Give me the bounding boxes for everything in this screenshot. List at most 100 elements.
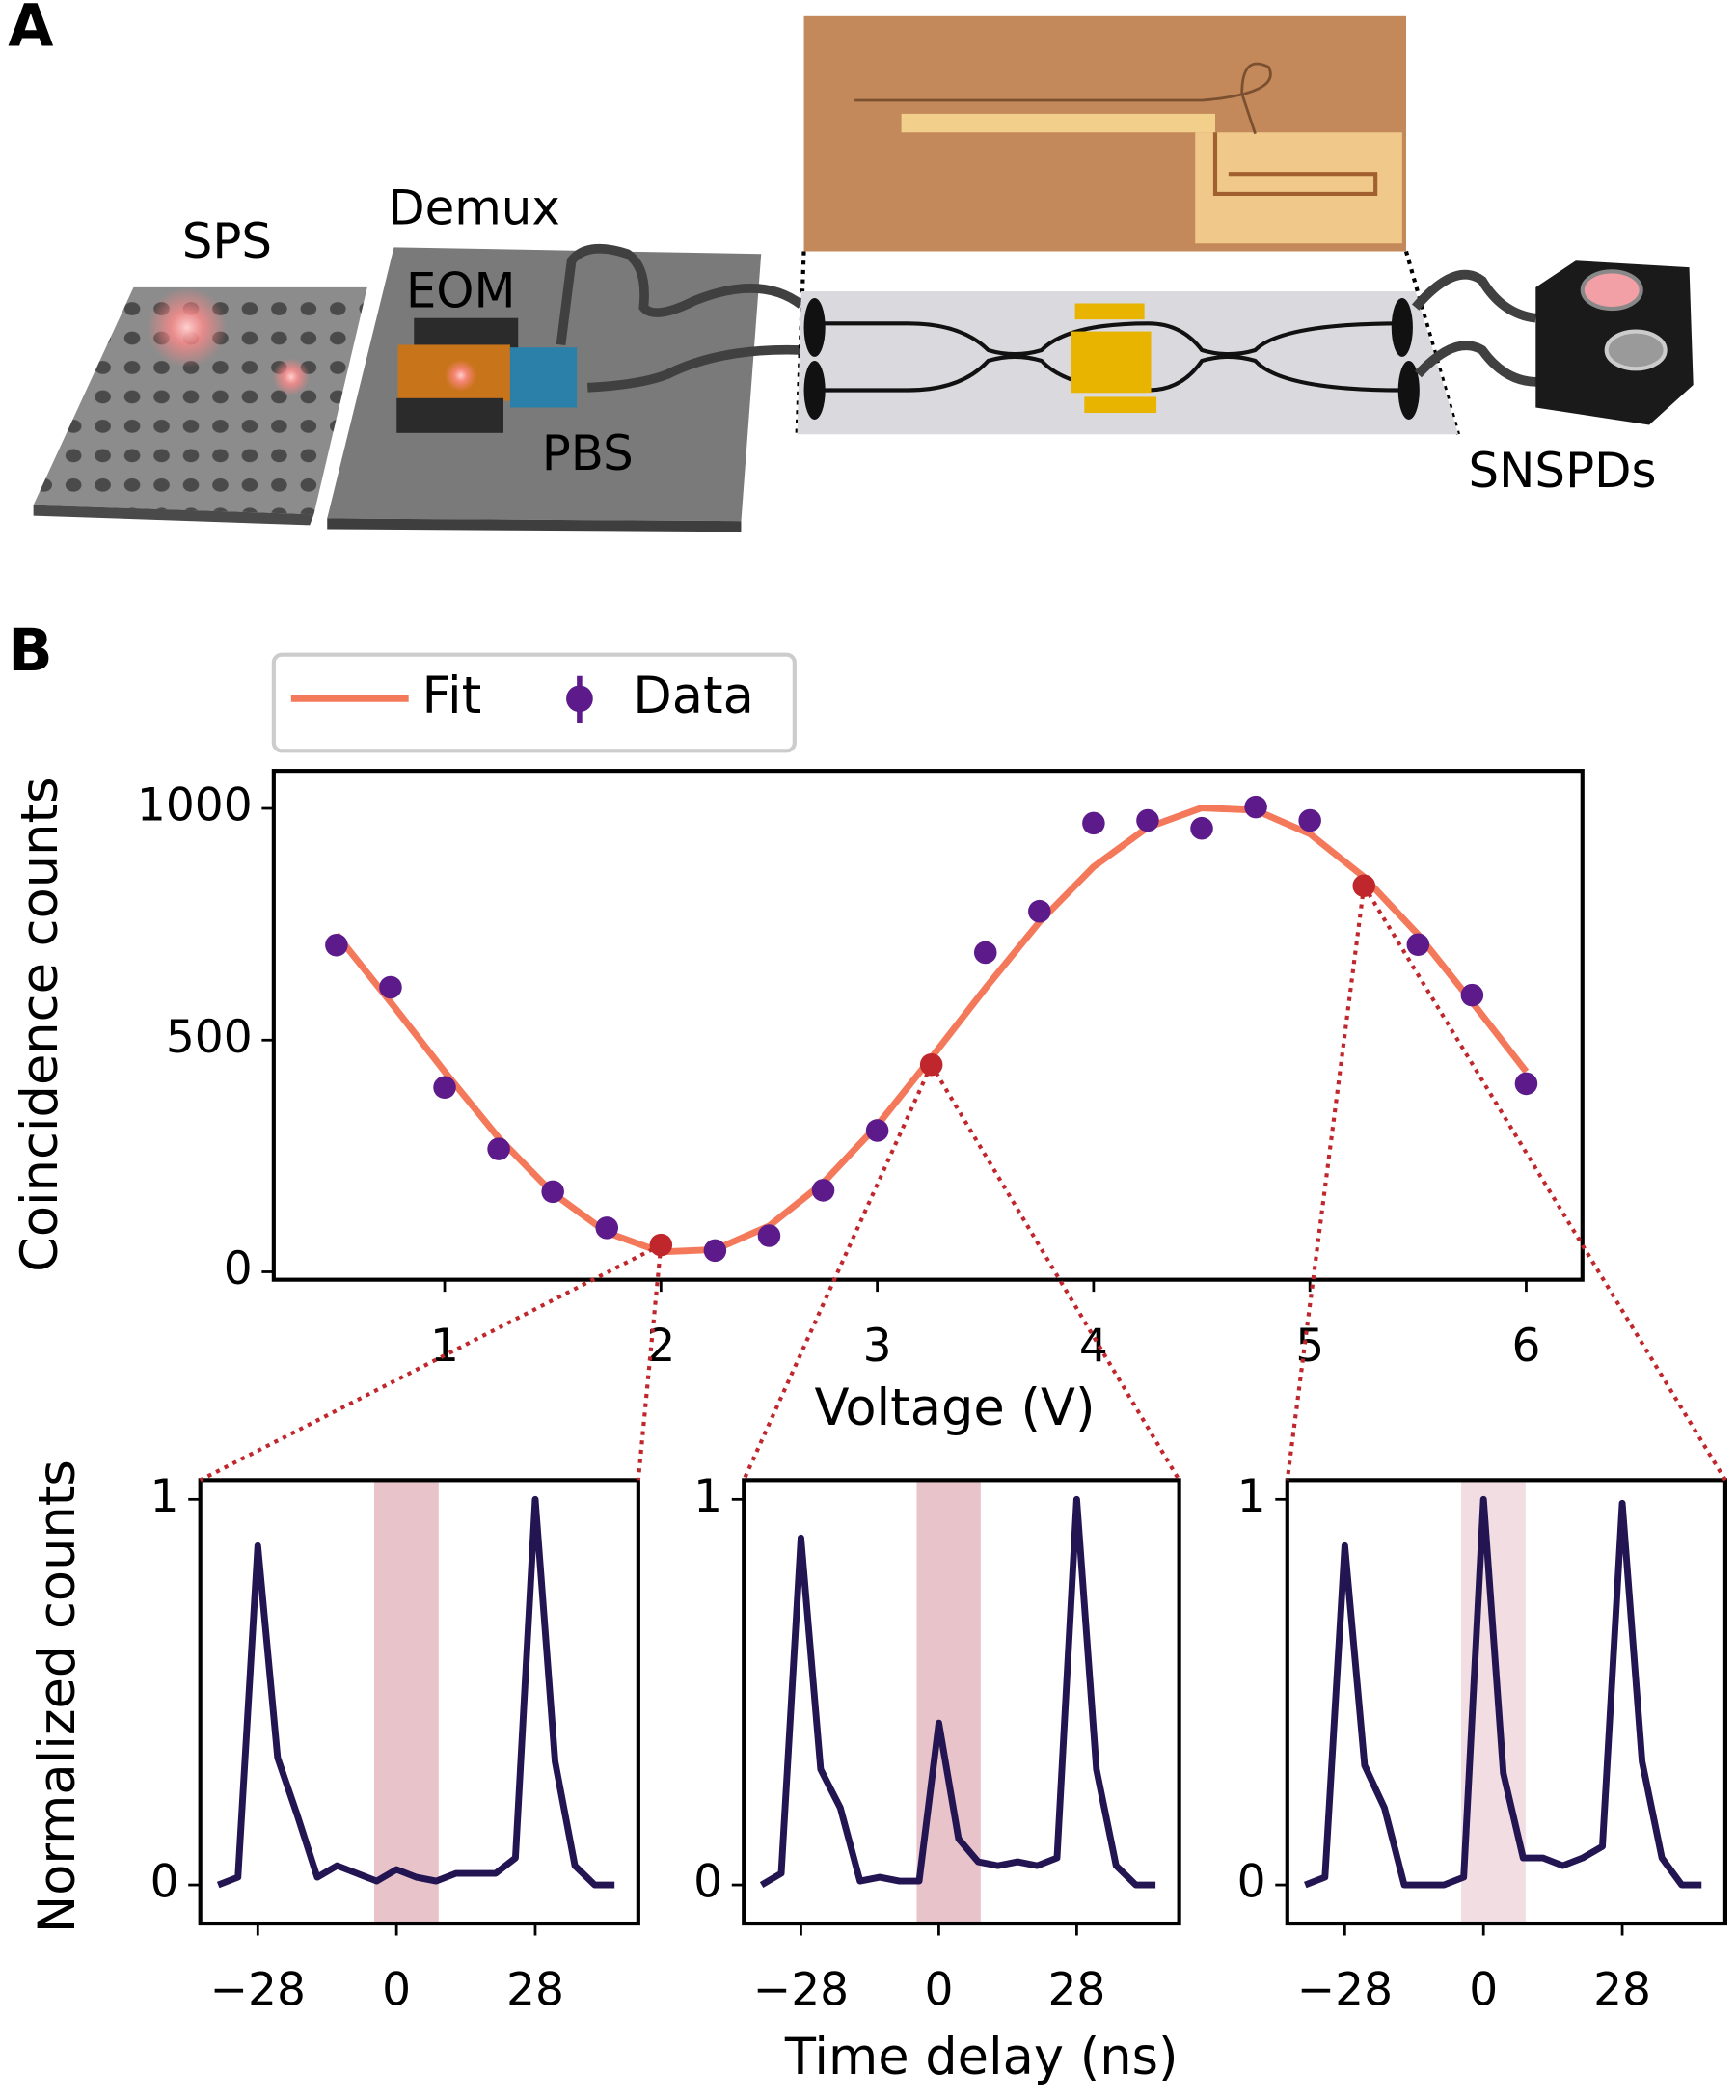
y-tick-label: 0 — [150, 1856, 179, 1909]
y-tick-label: 0 — [693, 1856, 722, 1909]
trace — [759, 1495, 1156, 1889]
y-tick-label: 0 — [224, 1242, 253, 1295]
detector-window — [1580, 269, 1643, 312]
legend-swatch — [566, 685, 593, 713]
demux-edge — [327, 518, 742, 532]
x-tick-label: −28 — [210, 1964, 306, 2017]
connector — [1362, 885, 1727, 1482]
beam-glow — [272, 358, 311, 396]
data-point — [595, 1216, 619, 1240]
legend-label: Data — [633, 667, 754, 725]
x-tick-label: 28 — [506, 1964, 564, 2017]
coupler — [803, 361, 826, 420]
data-point — [1406, 933, 1430, 957]
data-point — [1460, 983, 1484, 1007]
illustration-label: PBS — [542, 425, 634, 481]
data-point — [1298, 808, 1321, 832]
micrograph-electrode — [901, 113, 1215, 133]
zoom-line — [1404, 250, 1460, 435]
legend-label: Fit — [422, 667, 482, 725]
connector — [636, 1244, 664, 1481]
data-point — [1082, 811, 1105, 835]
data-point — [379, 975, 402, 999]
data-point — [865, 1119, 889, 1142]
connector — [929, 1063, 1181, 1482]
y-tick-label: 1 — [150, 1470, 179, 1523]
x-tick-label: 0 — [924, 1964, 953, 2017]
electrode — [1084, 396, 1157, 414]
electrode — [1074, 303, 1145, 320]
x-tick-label: 0 — [382, 1964, 411, 2017]
data-point — [973, 941, 997, 965]
x-axis-label: Time delay (ns) — [784, 2028, 1179, 2086]
data-point — [703, 1239, 727, 1263]
coupler — [1397, 361, 1420, 420]
micrograph-pad — [1195, 132, 1402, 244]
photonic-crystal — [33, 286, 367, 515]
y-tick-label: 0 — [1237, 1856, 1266, 1909]
y-tick-label: 500 — [166, 1011, 253, 1064]
detector-window — [1604, 329, 1668, 371]
panel-label: A — [8, 0, 53, 60]
eom-plate — [396, 397, 503, 433]
data-point — [325, 933, 348, 957]
coupler — [803, 297, 826, 357]
y-axis-label: Coincidence counts — [11, 777, 69, 1271]
electrode — [1071, 331, 1152, 394]
illustration-label: EOM — [406, 262, 516, 318]
y-tick-label: 1 — [1237, 1470, 1266, 1523]
x-tick-label: 4 — [1079, 1320, 1108, 1373]
data-point — [487, 1137, 510, 1160]
coupler — [1391, 297, 1413, 357]
axes-frame — [1285, 1478, 1727, 1926]
beam-glow — [445, 359, 477, 392]
trace — [216, 1495, 615, 1889]
x-tick-label: 3 — [863, 1320, 892, 1373]
shaded-window — [374, 1480, 439, 1924]
x-tick-label: 2 — [646, 1320, 675, 1373]
data-point — [541, 1180, 564, 1204]
illustration — [33, 15, 1694, 532]
fiber — [1414, 341, 1550, 387]
legend-box — [271, 652, 797, 753]
waveguide — [817, 321, 1402, 357]
fiber — [586, 344, 801, 393]
connector — [1285, 886, 1367, 1481]
fiber — [1412, 269, 1537, 323]
data-point — [433, 1076, 456, 1100]
illustration-label: SNSPDs — [1469, 443, 1657, 499]
y-tick-label: 1000 — [137, 779, 253, 832]
x-tick-label: 0 — [1469, 1964, 1498, 2017]
trace — [1304, 1495, 1702, 1889]
axes-frame — [198, 1478, 640, 1926]
emitter-glow — [147, 286, 228, 368]
micrograph-waveguide — [854, 62, 1272, 135]
illustration-label: Demux — [388, 179, 560, 235]
pbs — [509, 347, 578, 408]
data-point — [811, 1179, 835, 1202]
data-point — [1028, 899, 1051, 923]
fiber — [556, 243, 804, 346]
connector — [199, 1242, 663, 1483]
x-tick-label: 5 — [1295, 1320, 1324, 1373]
data-point — [1136, 808, 1159, 832]
micrograph-electrode — [1212, 132, 1378, 197]
x-tick-label: 28 — [1593, 1964, 1651, 2017]
x-tick-label: 6 — [1511, 1320, 1540, 1373]
data-point — [1190, 816, 1213, 840]
illustration-label: SPS — [182, 213, 272, 269]
y-axis-label: Normalized counts — [28, 1459, 87, 1933]
axes-frame — [271, 769, 1585, 1282]
sps-edge — [33, 505, 314, 526]
data-point — [757, 1224, 781, 1247]
x-tick-label: −28 — [753, 1964, 849, 2017]
x-tick-label: 1 — [430, 1320, 459, 1373]
x-tick-label: 28 — [1047, 1964, 1105, 2017]
y-tick-label: 1 — [693, 1470, 722, 1523]
panel-label: B — [8, 616, 52, 685]
connector — [742, 1063, 934, 1482]
data-point — [1514, 1072, 1538, 1096]
x-axis-label: Voltage (V) — [814, 1378, 1095, 1437]
